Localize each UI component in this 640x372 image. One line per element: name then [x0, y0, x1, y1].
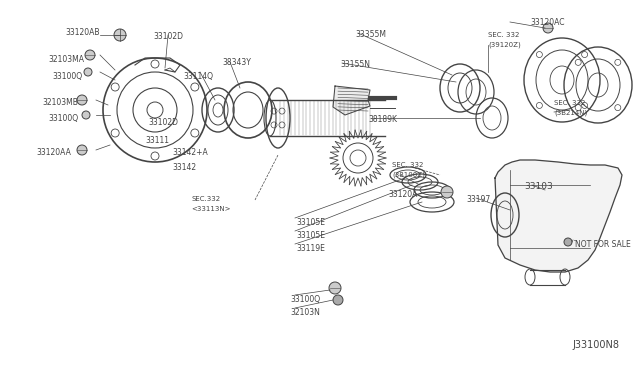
Text: 33100Q: 33100Q: [52, 72, 82, 81]
Text: (39120Z): (39120Z): [488, 42, 521, 48]
Polygon shape: [333, 86, 370, 115]
Text: 32103MB: 32103MB: [42, 98, 78, 107]
Text: 33120AA: 33120AA: [36, 148, 71, 157]
Text: 33197: 33197: [466, 195, 490, 204]
Text: 33100Q: 33100Q: [290, 295, 320, 304]
Text: SEC. 332: SEC. 332: [488, 32, 520, 38]
Text: 38189K: 38189K: [368, 115, 397, 124]
Text: SEC. 332: SEC. 332: [392, 162, 424, 168]
Text: 33120AB: 33120AB: [65, 28, 99, 37]
Text: 33120AC: 33120AC: [530, 18, 564, 27]
Text: 33103: 33103: [524, 182, 553, 191]
Text: <33113N>: <33113N>: [191, 206, 230, 212]
Text: SEC. 332: SEC. 332: [554, 100, 586, 106]
Text: 38343Y: 38343Y: [222, 58, 251, 67]
Text: NOT FOR SALE: NOT FOR SALE: [575, 240, 631, 249]
Text: 32103MA: 32103MA: [48, 55, 84, 64]
Text: 33105E: 33105E: [296, 231, 325, 240]
Ellipse shape: [85, 50, 95, 60]
Ellipse shape: [82, 111, 90, 119]
Text: 33155N: 33155N: [340, 60, 370, 69]
Ellipse shape: [333, 295, 343, 305]
Polygon shape: [495, 160, 622, 272]
Text: 32103N: 32103N: [290, 308, 320, 317]
Text: SEC.332: SEC.332: [191, 196, 220, 202]
Text: 33114Q: 33114Q: [183, 72, 213, 81]
Ellipse shape: [543, 23, 553, 33]
Text: (38100Z): (38100Z): [392, 172, 425, 179]
Ellipse shape: [77, 145, 87, 155]
Text: 33142+A: 33142+A: [172, 148, 208, 157]
Text: 33102D: 33102D: [153, 32, 183, 41]
Ellipse shape: [114, 29, 126, 41]
Text: J33100N8: J33100N8: [572, 340, 619, 350]
Text: 33105E: 33105E: [296, 218, 325, 227]
Text: 33142: 33142: [172, 163, 196, 172]
Ellipse shape: [441, 186, 453, 198]
Ellipse shape: [84, 68, 92, 76]
Ellipse shape: [564, 238, 572, 246]
Text: 33355M: 33355M: [355, 30, 386, 39]
Text: 33111: 33111: [145, 136, 169, 145]
Text: 33119E: 33119E: [296, 244, 325, 253]
Text: 33120A: 33120A: [388, 190, 417, 199]
Text: 33100Q: 33100Q: [48, 114, 78, 123]
Ellipse shape: [77, 95, 87, 105]
Text: 33102D: 33102D: [148, 118, 178, 127]
Ellipse shape: [329, 282, 341, 294]
Text: (3B214N): (3B214N): [554, 110, 588, 116]
